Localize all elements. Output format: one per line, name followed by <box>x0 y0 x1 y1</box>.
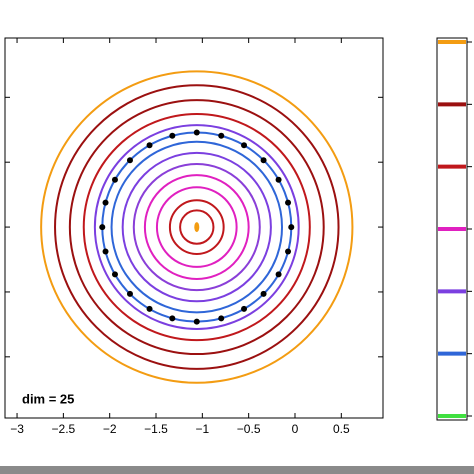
point <box>193 129 200 136</box>
point <box>126 290 133 297</box>
point <box>241 142 248 149</box>
x-tick-label: −0.5 <box>237 422 261 436</box>
contour <box>121 151 272 303</box>
point <box>111 176 118 183</box>
contour <box>93 124 300 331</box>
point <box>288 224 295 231</box>
point <box>260 290 267 297</box>
point <box>218 132 225 139</box>
point <box>193 318 200 325</box>
plot-frame <box>4 37 384 419</box>
point <box>285 199 292 206</box>
contour <box>168 199 225 255</box>
point <box>102 199 109 206</box>
point <box>169 132 176 139</box>
point <box>218 315 225 322</box>
x-tick-label: −2.5 <box>52 422 76 436</box>
contour <box>110 140 284 314</box>
annotation: dim = 25 <box>22 391 74 406</box>
point <box>146 305 153 312</box>
point <box>169 315 176 322</box>
point <box>275 176 282 183</box>
x-tick-label: −2 <box>103 422 117 436</box>
contour <box>179 209 215 245</box>
contour <box>82 112 311 342</box>
point <box>126 157 133 164</box>
contour <box>40 70 354 384</box>
point <box>275 271 282 278</box>
contour <box>143 174 250 280</box>
x-tick-label: 0 <box>292 422 299 436</box>
point <box>99 224 106 231</box>
point <box>260 157 267 164</box>
x-tick-label: −3 <box>10 422 24 436</box>
bottom-bar <box>0 466 474 474</box>
contour <box>132 163 261 292</box>
point <box>146 142 153 149</box>
point <box>285 248 292 255</box>
point <box>102 248 109 255</box>
contour <box>54 84 340 370</box>
x-tick-label: −1.5 <box>144 422 168 436</box>
point <box>241 305 248 312</box>
center-marker <box>194 222 200 233</box>
x-tick-label: −1 <box>195 422 209 436</box>
point <box>111 271 118 278</box>
contour <box>68 99 325 356</box>
x-tick-label: 0.5 <box>333 422 350 436</box>
contour <box>155 186 238 268</box>
